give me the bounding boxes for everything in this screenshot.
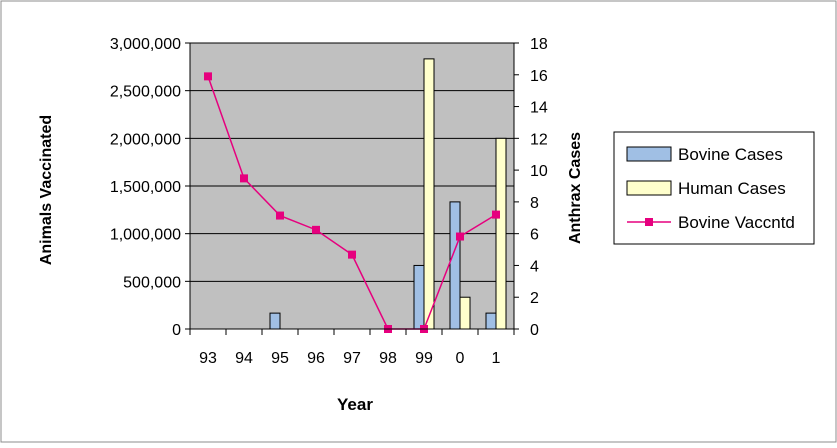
y-tick-left-label: 2,000,000 bbox=[110, 131, 181, 148]
y-axis-right-label: Anthrax Cases bbox=[567, 132, 584, 244]
y-tick-right-label: 14 bbox=[530, 100, 548, 117]
x-tick-label-95: 95 bbox=[271, 350, 289, 367]
y-tick-right-label: 10 bbox=[530, 163, 548, 180]
x-tick-label-1: 1 bbox=[492, 350, 501, 367]
bar-human-cases-1 bbox=[495, 137, 507, 330]
legend-marker-bovine-vaccntd bbox=[645, 218, 653, 226]
y-tick-left-label: 3,000,000 bbox=[110, 36, 181, 53]
x-tick-label-97: 97 bbox=[343, 350, 361, 367]
legend-label-bovine-cases: Bovine Cases bbox=[678, 145, 783, 164]
point-94 bbox=[240, 174, 248, 183]
x-tick-label-96: 96 bbox=[307, 350, 325, 367]
bar-human-cases-99 bbox=[423, 58, 435, 330]
x-tick-label-99: 99 bbox=[415, 350, 433, 367]
point-93 bbox=[204, 72, 212, 81]
x-axis-label: Year bbox=[337, 395, 373, 414]
point-96 bbox=[312, 225, 320, 234]
point-1 bbox=[492, 210, 500, 219]
legend-swatch-bovine-cases bbox=[626, 146, 672, 162]
y-tick-right-label: 16 bbox=[530, 68, 548, 85]
legend-label-human-cases: Human Cases bbox=[678, 179, 786, 198]
y-axis-left-label: Animals Vaccinated bbox=[38, 115, 55, 265]
y-tick-right-label: 8 bbox=[530, 195, 539, 212]
legend-label-bovine-vaccntd: Bovine Vaccntd bbox=[678, 213, 795, 232]
x-tick-label-0: 0 bbox=[456, 350, 465, 367]
point-95 bbox=[276, 211, 284, 220]
bar-bovine-cases-99 bbox=[413, 264, 425, 330]
y-tick-right-label: 4 bbox=[530, 258, 539, 275]
y-tick-left-label: 0 bbox=[172, 322, 181, 339]
y-tick-left-label: 1,500,000 bbox=[110, 179, 181, 196]
bar-human-cases-0 bbox=[459, 296, 471, 330]
point-97 bbox=[348, 250, 356, 259]
y-tick-left-label: 500,000 bbox=[123, 274, 181, 291]
x-tick-label-93: 93 bbox=[199, 350, 217, 367]
y-tick-right-label: 2 bbox=[530, 290, 539, 307]
y-tick-left-label: 2,500,000 bbox=[110, 84, 181, 101]
x-tick-label-94: 94 bbox=[235, 350, 253, 367]
legend-swatch-human-cases bbox=[626, 180, 672, 196]
y-tick-right-label: 18 bbox=[530, 36, 548, 53]
y-tick-right-label: 12 bbox=[530, 131, 548, 148]
x-tick-label-98: 98 bbox=[379, 350, 397, 367]
point-0 bbox=[456, 232, 464, 241]
y-tick-right-label: 0 bbox=[530, 322, 539, 339]
bar-bovine-cases-1 bbox=[485, 312, 497, 330]
bar-bovine-cases-95 bbox=[269, 312, 281, 330]
y-tick-left-label: 1,000,000 bbox=[110, 227, 181, 244]
bar-bovine-cases-0 bbox=[449, 201, 461, 330]
legend: Bovine Cases Human Cases Bovine Vaccntd bbox=[613, 131, 815, 245]
y-tick-right-label: 6 bbox=[530, 227, 539, 244]
